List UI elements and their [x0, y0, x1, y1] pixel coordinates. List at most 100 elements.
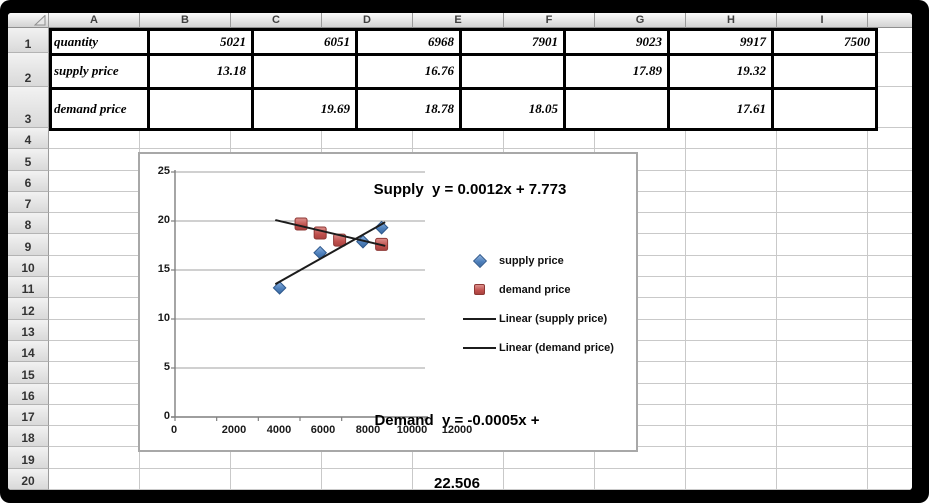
- table-cell[interactable]: 7500: [771, 28, 878, 56]
- grid-cell[interactable]: [777, 191, 868, 214]
- grid-cell[interactable]: [595, 447, 686, 469]
- column-header-E[interactable]: E: [413, 13, 504, 28]
- grid-cell[interactable]: [686, 170, 777, 192]
- grid-cell[interactable]: [686, 255, 777, 278]
- grid-cell[interactable]: [777, 468, 868, 490]
- grid-cell[interactable]: [868, 234, 912, 256]
- grid-cell[interactable]: [777, 404, 868, 427]
- column-header-A[interactable]: A: [49, 13, 140, 28]
- grid-cell[interactable]: [49, 213, 140, 235]
- grid-cell[interactable]: [504, 468, 595, 490]
- grid-cell[interactable]: [140, 128, 231, 150]
- grid-cell[interactable]: [868, 192, 912, 214]
- grid-cell[interactable]: [868, 213, 912, 235]
- column-header-H[interactable]: H: [686, 13, 777, 28]
- grid-cell[interactable]: [868, 87, 912, 128]
- demand-equation-label[interactable]: Demand y = -0.0005x + 22.506: [305, 368, 609, 490]
- row-header-4[interactable]: 4: [8, 128, 49, 150]
- table-cell[interactable]: [563, 87, 670, 131]
- grid-cell[interactable]: [868, 405, 912, 427]
- supply-equation-label[interactable]: Supply y = 0.0012x + 7.773: [373, 181, 567, 198]
- table-cell[interactable]: 18.78: [355, 87, 462, 131]
- table-cell[interactable]: 5021: [147, 28, 254, 56]
- table-cell[interactable]: 16.76: [355, 53, 462, 90]
- grid-cell[interactable]: [49, 277, 140, 299]
- grid-cell[interactable]: [595, 128, 686, 150]
- grid-cell[interactable]: [504, 447, 595, 469]
- grid-cell[interactable]: [49, 170, 140, 192]
- grid-cell[interactable]: [595, 468, 686, 490]
- legend-item[interactable]: demand price: [463, 275, 635, 304]
- legend-item[interactable]: Linear (supply price): [463, 304, 635, 333]
- grid-cell[interactable]: [504, 128, 595, 150]
- grid-cell[interactable]: [595, 213, 686, 235]
- grid-cell[interactable]: [686, 149, 777, 171]
- column-header-G[interactable]: G: [595, 13, 686, 28]
- grid-cell[interactable]: [686, 277, 777, 299]
- grid-cell[interactable]: [777, 362, 868, 384]
- row-header-5[interactable]: 5: [8, 149, 49, 171]
- grid-cell[interactable]: [595, 426, 686, 448]
- grid-cell[interactable]: [595, 277, 686, 299]
- column-header-C[interactable]: C: [231, 13, 322, 28]
- row-header-13[interactable]: 13: [8, 319, 49, 341]
- grid-cell[interactable]: [595, 170, 686, 192]
- grid-cell[interactable]: [49, 234, 140, 256]
- grid-cell[interactable]: [777, 255, 868, 278]
- grid-cell[interactable]: [49, 191, 140, 214]
- grid-cell[interactable]: [686, 319, 777, 341]
- grid-cell[interactable]: [686, 234, 777, 256]
- row-header-1[interactable]: 1: [8, 28, 49, 53]
- grid-cell[interactable]: [595, 191, 686, 214]
- table-cell[interactable]: 9023: [563, 28, 670, 56]
- grid-cell[interactable]: [595, 383, 686, 405]
- grid-cell[interactable]: [231, 447, 322, 469]
- row-header-17[interactable]: 17: [8, 404, 49, 427]
- grid-cell[interactable]: [686, 128, 777, 150]
- table-cell[interactable]: 6968: [355, 28, 462, 56]
- chart[interactable]: Supply y = 0.0012x + 7.773 Demand y = -0…: [138, 152, 638, 490]
- row-header-3[interactable]: 3: [8, 87, 49, 128]
- grid-cell[interactable]: [868, 298, 912, 320]
- grid-cell[interactable]: [595, 255, 686, 278]
- grid-cell[interactable]: [777, 234, 868, 256]
- row-header-14[interactable]: 14: [8, 340, 49, 363]
- grid-cell[interactable]: [595, 298, 686, 320]
- row-header-15[interactable]: 15: [8, 362, 49, 384]
- grid-cell[interactable]: [595, 404, 686, 427]
- grid-cell[interactable]: [686, 340, 777, 363]
- grid-cell[interactable]: [777, 426, 868, 448]
- row-header-6[interactable]: 6: [8, 170, 49, 192]
- grid-cell[interactable]: [777, 170, 868, 192]
- table-cell[interactable]: [771, 53, 878, 90]
- table-cell[interactable]: 19.69: [251, 87, 358, 131]
- grid-cell[interactable]: [686, 404, 777, 427]
- table-cell[interactable]: [771, 87, 878, 131]
- grid-cell[interactable]: [49, 383, 140, 405]
- legend-item[interactable]: supply price: [463, 246, 635, 275]
- table-cell[interactable]: [251, 53, 358, 90]
- grid-cell[interactable]: [49, 426, 140, 448]
- grid-cell[interactable]: [777, 383, 868, 405]
- grid-cell[interactable]: [868, 362, 912, 384]
- grid-cell[interactable]: [868, 341, 912, 363]
- grid-cell[interactable]: [868, 171, 912, 192]
- row-header-18[interactable]: 18: [8, 426, 49, 448]
- legend-item[interactable]: Linear (demand price): [463, 333, 635, 362]
- table-cell[interactable]: [147, 87, 254, 131]
- table-cell[interactable]: 17.89: [563, 53, 670, 90]
- grid-cell[interactable]: [140, 447, 231, 469]
- grid-cell[interactable]: [777, 447, 868, 469]
- grid-cell[interactable]: [413, 447, 504, 469]
- grid-cell[interactable]: [595, 234, 686, 256]
- grid-cell[interactable]: [686, 298, 777, 320]
- grid-cell[interactable]: [686, 426, 777, 448]
- grid-cell[interactable]: [413, 468, 504, 490]
- table-cell[interactable]: 17.61: [667, 87, 774, 131]
- grid-cell[interactable]: [868, 469, 912, 490]
- grid-cell[interactable]: [777, 128, 868, 150]
- grid-cell[interactable]: [322, 468, 413, 490]
- column-header-F[interactable]: F: [504, 13, 595, 28]
- column-header-D[interactable]: D: [322, 13, 413, 28]
- grid-cell[interactable]: [777, 340, 868, 363]
